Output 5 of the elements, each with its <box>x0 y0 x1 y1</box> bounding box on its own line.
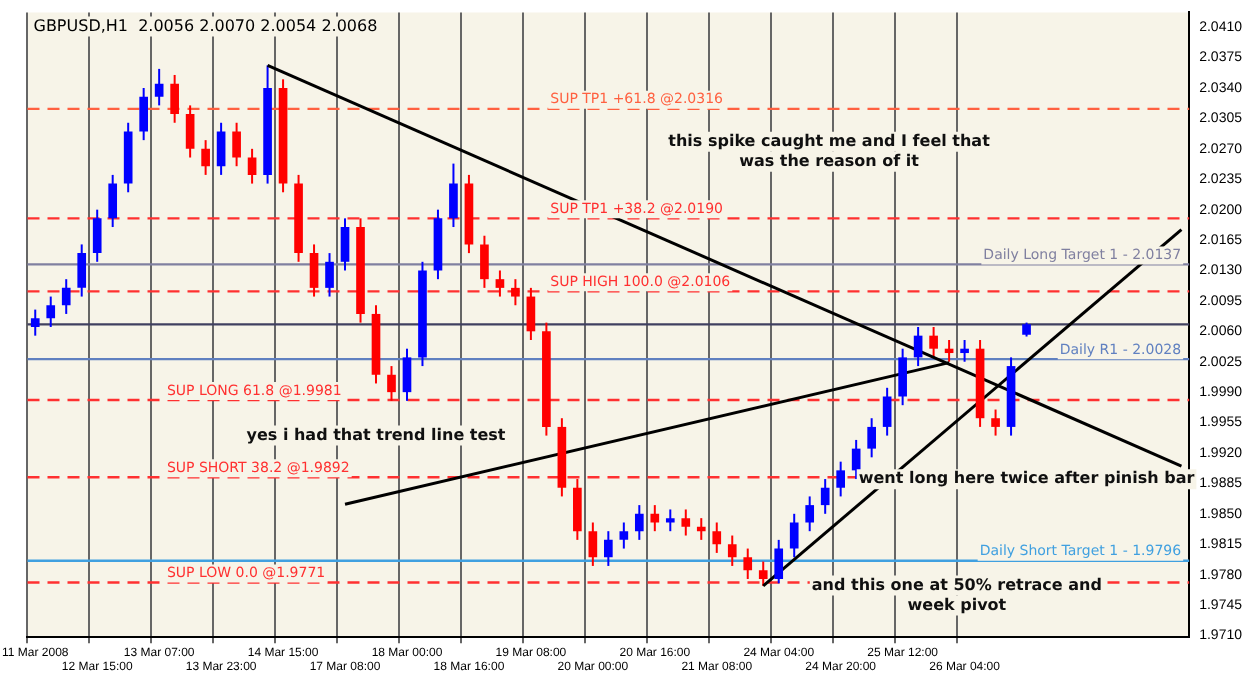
chart-title: GBPUSD,H1 2.0056 2.0070 2.0054 2.0068 <box>33 16 378 35</box>
annotation: and this one at 50% retrace and week pivot <box>811 575 1103 614</box>
annotation: this spike caught me and I feel that was the reason of it <box>668 132 991 171</box>
annotation: went long here twice after pinish bar <box>858 469 1195 488</box>
annotation: yes i had that trend line test <box>246 425 506 444</box>
